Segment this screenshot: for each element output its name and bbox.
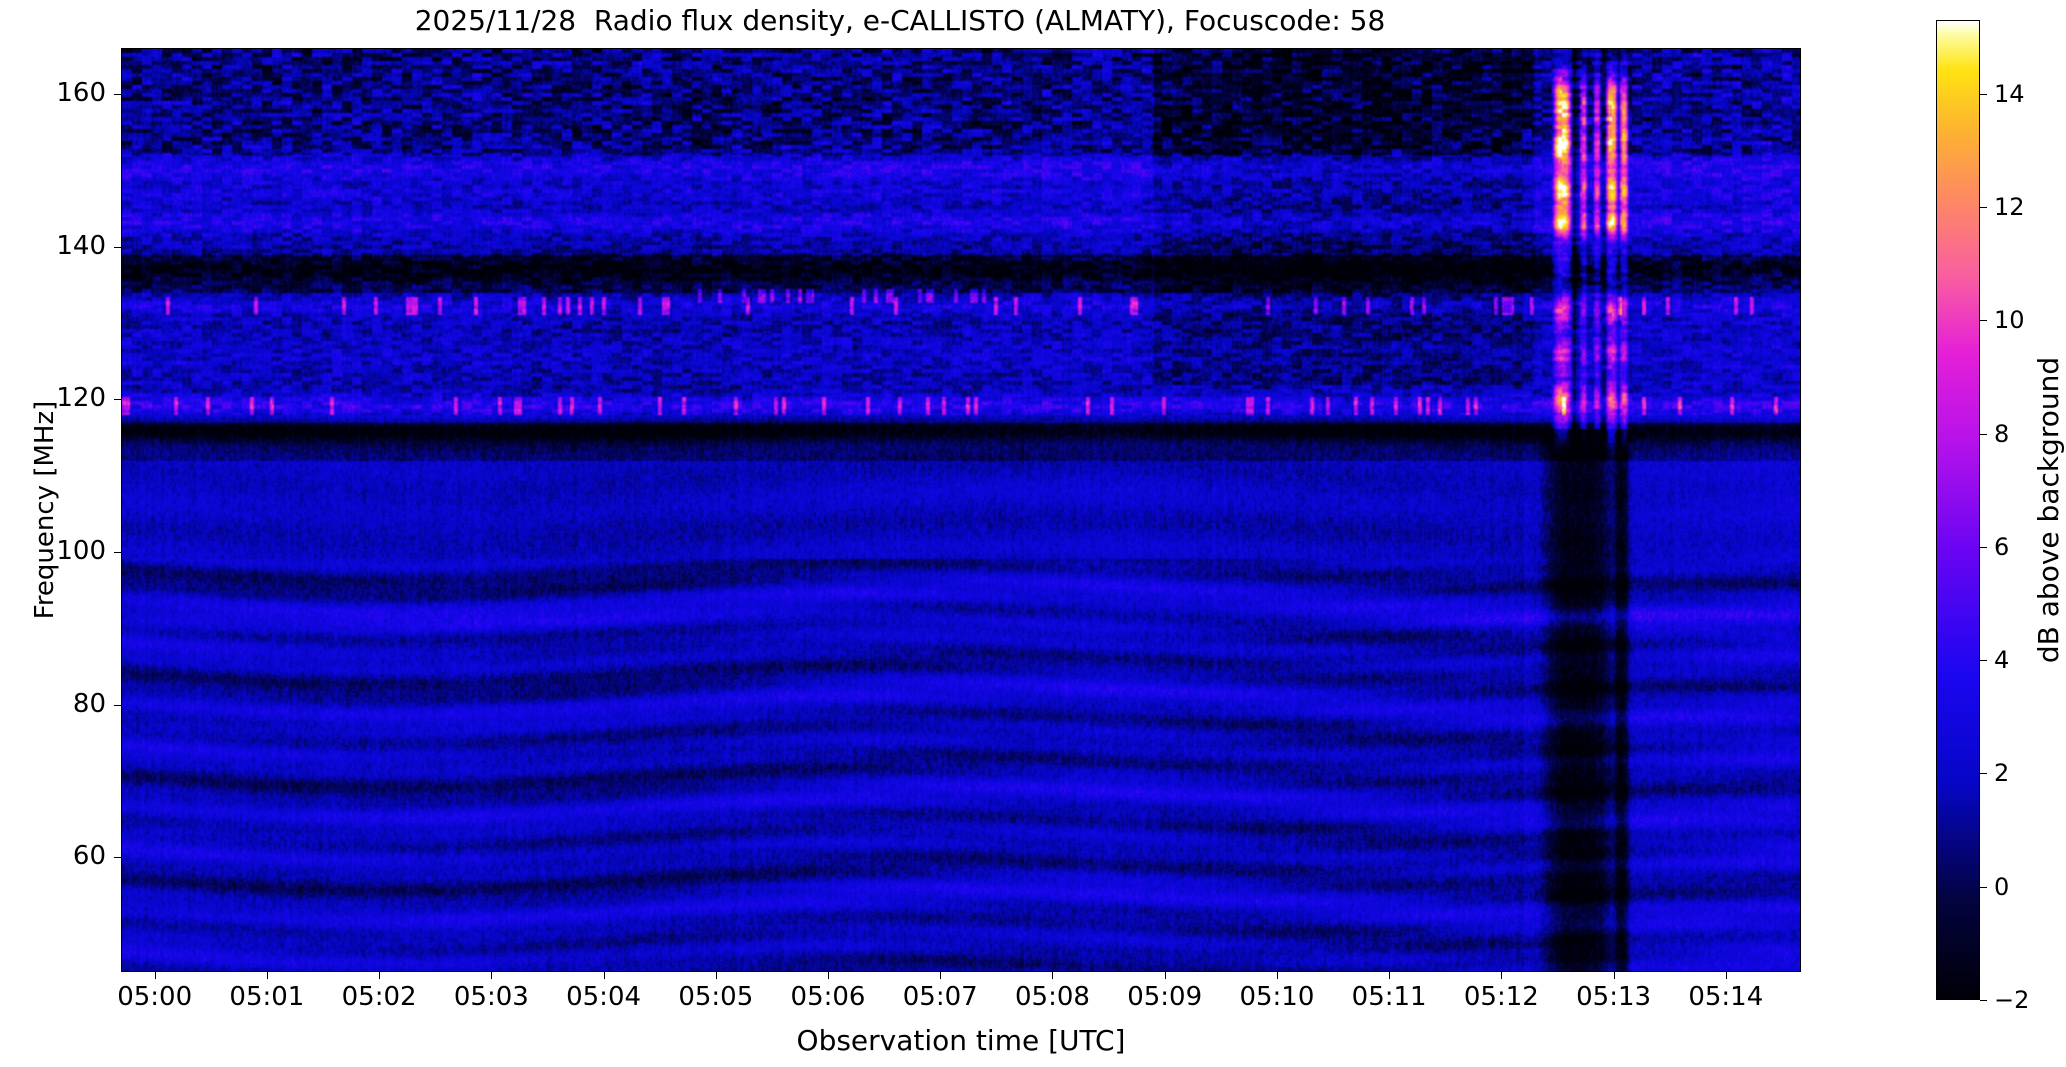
colorbar-tick-label: 6 <box>1994 532 2010 561</box>
y-tick-label-80: 80 <box>72 688 106 719</box>
x-tick-mark <box>1164 972 1166 979</box>
x-tick-mark <box>379 972 381 979</box>
colorbar-tick-label: 2 <box>1994 759 2010 788</box>
colorbar <box>1936 20 1980 1000</box>
x-tick-label-0513: 05:13 <box>1576 982 1652 1012</box>
x-tick-mark <box>1389 972 1391 979</box>
x-tick-mark <box>940 972 942 979</box>
colorbar-tick-label: 10 <box>1994 306 2025 335</box>
x-tick-label-0509: 05:09 <box>1127 982 1203 1012</box>
colorbar-tick-mark <box>1980 546 1987 548</box>
x-tick-label-0511: 05:11 <box>1351 982 1427 1012</box>
y-tick-label-120: 120 <box>56 383 106 414</box>
y-axis-label: Frequency [MHz] <box>30 400 60 620</box>
x-tick-mark <box>1052 972 1054 979</box>
x-tick-label-0510: 05:10 <box>1239 982 1315 1012</box>
colorbar-tick-mark <box>1980 886 1987 888</box>
colorbar-tick-mark <box>1980 1000 1987 1001</box>
colorbar-tick-label: 12 <box>1994 192 2025 221</box>
x-tick-mark <box>154 972 156 979</box>
x-tick-mark <box>491 972 493 979</box>
colorbar-tick-mark <box>1980 93 1987 95</box>
colorbar-gradient <box>1937 21 1979 999</box>
colorbar-tick-label: 0 <box>1994 872 2010 901</box>
x-tick-label-0507: 05:07 <box>902 982 978 1012</box>
colorbar-tick-mark <box>1980 660 1987 662</box>
x-tick-mark <box>1613 972 1615 979</box>
x-tick-label-0512: 05:12 <box>1463 982 1539 1012</box>
y-tick-mark <box>114 93 121 95</box>
y-tick-mark <box>114 552 121 553</box>
colorbar-tick-label: 14 <box>1994 79 2025 108</box>
y-tick-label-100: 100 <box>56 536 106 566</box>
x-tick-label-0514: 05:14 <box>1688 982 1764 1012</box>
y-tick-mark <box>114 704 121 706</box>
colorbar-tick-label: 8 <box>1994 419 2010 448</box>
y-tick-mark <box>114 857 121 859</box>
x-tick-mark <box>1276 972 1278 979</box>
x-tick-label-0500: 05:00 <box>117 982 193 1012</box>
colorbar-tick-mark <box>1980 433 1987 435</box>
x-tick-label-0504: 05:04 <box>566 982 642 1012</box>
x-tick-mark <box>1725 972 1727 979</box>
colorbar-tick-mark <box>1980 206 1987 208</box>
colorbar-label: dB above background <box>2032 356 2065 664</box>
x-tick-mark <box>828 972 829 979</box>
y-tick-label-160: 160 <box>56 77 106 108</box>
x-tick-mark <box>603 972 605 979</box>
colorbar-tick-mark <box>1980 320 1987 322</box>
x-tick-label-0505: 05:05 <box>678 982 754 1012</box>
x-tick-mark <box>715 972 717 979</box>
y-tick-mark <box>114 246 121 248</box>
x-tick-mark <box>266 972 268 979</box>
x-tick-label-0503: 05:03 <box>453 982 529 1012</box>
x-tick-label-0502: 05:02 <box>341 982 417 1012</box>
x-axis-label: Observation time [UTC] <box>796 1024 1126 1057</box>
x-tick-mark <box>1501 972 1503 979</box>
page-title: 2025/11/28 Radio flux density, e-CALLIST… <box>414 4 1386 37</box>
spectrogram-image <box>122 49 1800 971</box>
colorbar-tick-mark <box>1980 773 1987 775</box>
colorbar-tick-label: −2 <box>1994 986 2030 1014</box>
y-tick-label-60: 60 <box>72 841 106 872</box>
y-tick-label-140: 140 <box>56 230 106 261</box>
spectrogram-axes <box>121 48 1801 972</box>
x-tick-label-0506: 05:06 <box>790 982 866 1012</box>
x-tick-label-0501: 05:01 <box>229 982 305 1012</box>
colorbar-tick-label: 4 <box>1994 646 2010 675</box>
x-tick-label-0508: 05:08 <box>1014 982 1090 1012</box>
y-tick-mark <box>114 399 121 401</box>
